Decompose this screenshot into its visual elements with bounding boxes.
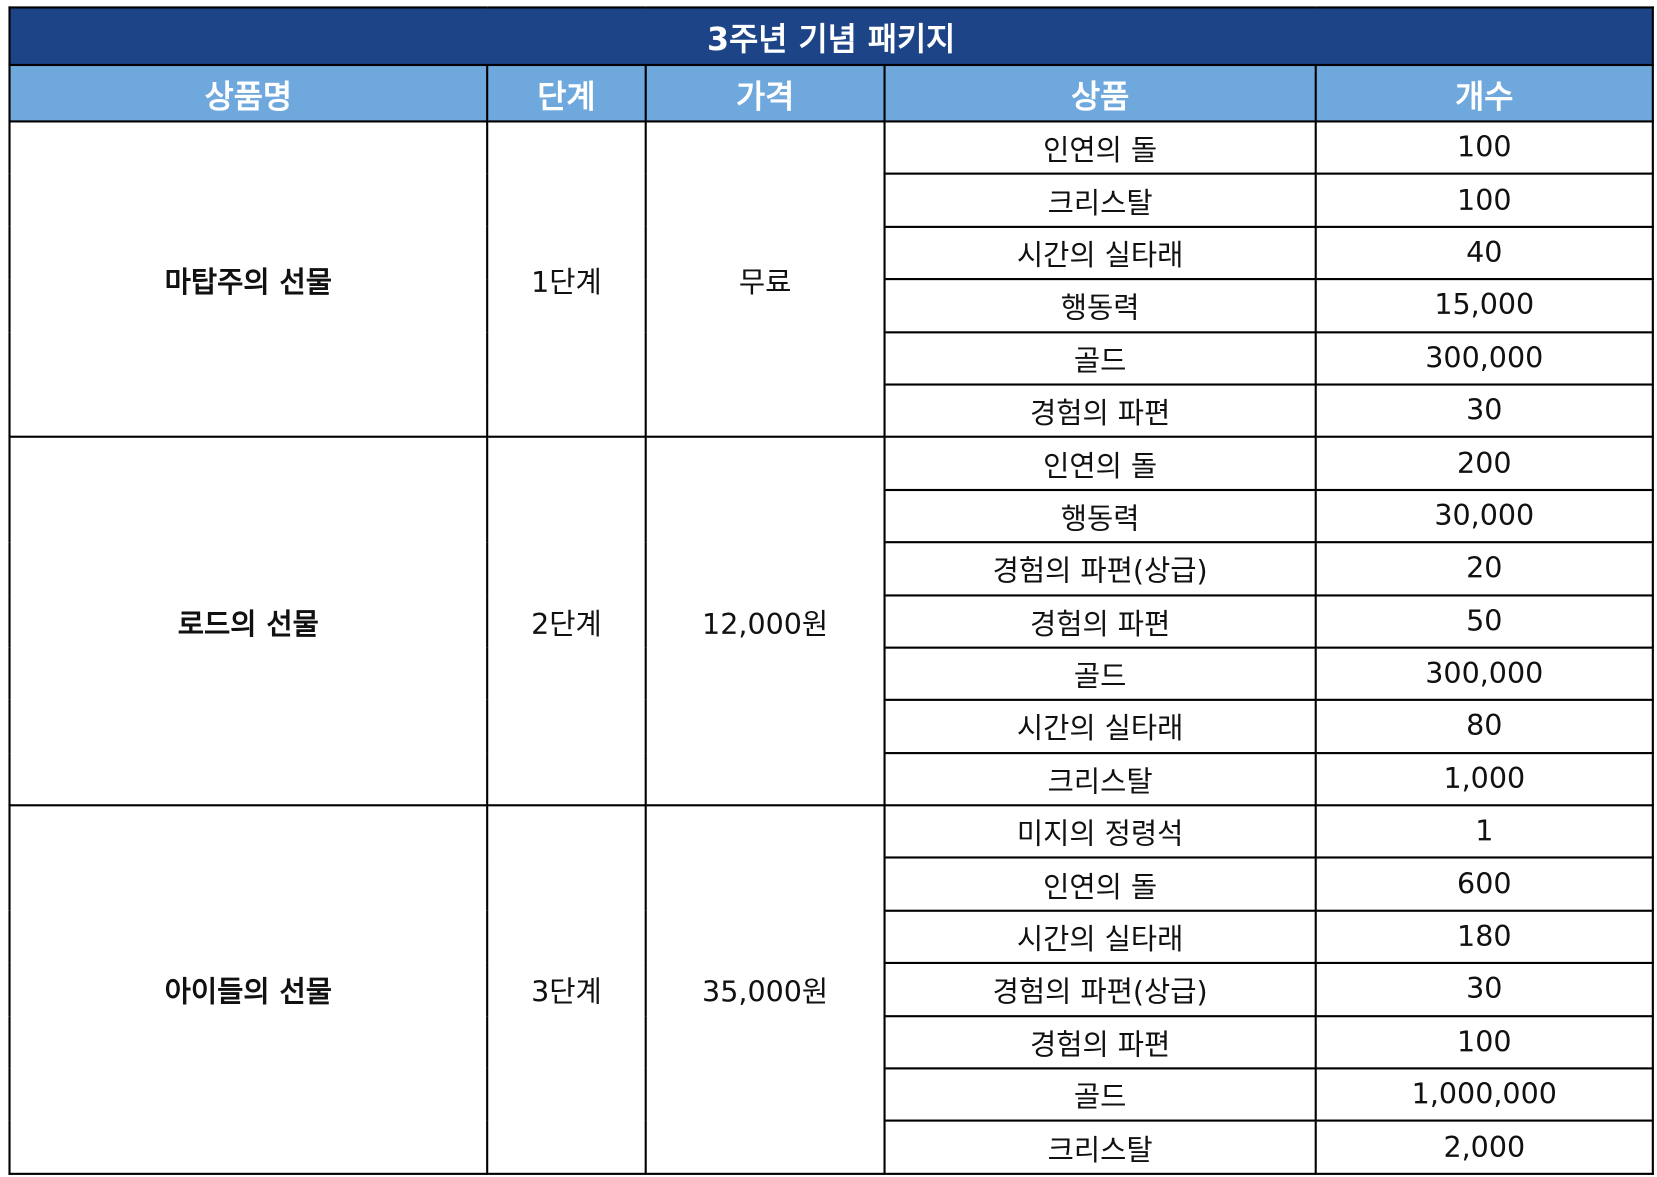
- package-price: 35,000원: [644, 804, 886, 1175]
- item-name: 골드: [883, 1067, 1317, 1123]
- package-price: 12,000원: [644, 436, 886, 807]
- table-row: 시간의 실타래 40: [10, 225, 1654, 281]
- item-name: 크리스탈: [883, 1119, 1317, 1175]
- item-name: 인연의 돌: [883, 120, 1317, 176]
- table-row: 경험의 파편 100: [10, 1014, 1654, 1070]
- item-count: 100: [1314, 120, 1654, 176]
- item-name: 인연의 돌: [883, 436, 1317, 491]
- item-count: 80: [1314, 699, 1654, 754]
- table-row: 경험의 파편 30: [10, 383, 1654, 439]
- table-row: 경험의 파편 50: [10, 593, 1654, 649]
- item-name: 골드: [883, 330, 1317, 386]
- item-count: 1,000,000: [1314, 1067, 1654, 1123]
- item-name: 크리스탈: [883, 172, 1317, 228]
- header-count: 개수: [1314, 63, 1654, 123]
- item-count: 30: [1314, 962, 1654, 1017]
- item-count: 20: [1314, 541, 1654, 597]
- item-count: 1,000: [1314, 751, 1654, 807]
- item-name: 경험의 파편: [883, 1014, 1317, 1070]
- header-price: 가격: [644, 63, 886, 123]
- item-count: 180: [1314, 909, 1654, 965]
- item-name: 시간의 실타래: [883, 909, 1317, 965]
- table-row: 골드 300,000: [10, 330, 1654, 386]
- header-item: 상품: [883, 63, 1317, 123]
- item-count: 2,000: [1314, 1119, 1654, 1175]
- table-row: 시간의 실타래 180: [10, 909, 1654, 965]
- item-name: 골드: [883, 646, 1317, 702]
- table-row: 크리스탈 1,000: [10, 751, 1654, 807]
- item-name: 경험의 파편(상급): [883, 541, 1317, 597]
- table-row: 행동력 30,000: [10, 488, 1654, 544]
- table-title: 3주년 기념 패키지: [8, 6, 1654, 67]
- table-row: 경험의 파편(상급) 20: [10, 541, 1654, 597]
- item-count: 30: [1314, 383, 1654, 439]
- item-count: 100: [1314, 1014, 1654, 1070]
- table-row: 골드 300,000: [10, 646, 1654, 702]
- item-count: 300,000: [1314, 646, 1654, 702]
- table-row: 아이들의 선물 3단계 35,000원 미지의 정령석 1: [8, 804, 1654, 1175]
- item-name: 미지의 정령석: [883, 804, 1317, 860]
- package-name: 아이들의 선물: [8, 804, 489, 1175]
- package-name: 마탑주의 선물: [8, 120, 489, 439]
- item-count: 600: [1314, 856, 1654, 912]
- table-row: 시간의 실타래 80: [10, 699, 1654, 754]
- item-count: 100: [1314, 172, 1654, 228]
- table-row: 골드 1,000,000: [10, 1067, 1654, 1123]
- item-name: 행동력: [883, 278, 1317, 333]
- table-row: 마탑주의 선물 1단계 무료 인연의 돌 100: [8, 120, 1654, 439]
- item-count: 30,000: [1314, 488, 1654, 544]
- table-row: 크리스탈 100: [10, 172, 1654, 228]
- item-count: 40: [1314, 225, 1654, 281]
- package-table: 3주년 기념 패키지 상품명 단계 가격 상품 개수 마탑주의 선물 1단계 무료 인…: [8, 6, 1654, 1175]
- package-stage: 1단계: [486, 120, 647, 439]
- table-row: 로드의 선물 2단계 12,000원 인연의 돌 200: [8, 436, 1654, 807]
- table-row: 경험의 파편(상급) 30: [10, 962, 1654, 1017]
- table-row: 인연의 돌 600: [10, 856, 1654, 912]
- item-name: 시간의 실타래: [883, 699, 1317, 754]
- item-name: 경험의 파편: [883, 383, 1317, 439]
- package-stage: 2단계: [486, 436, 647, 807]
- item-count: 200: [1314, 436, 1654, 491]
- item-count: 300,000: [1314, 330, 1654, 386]
- item-name: 경험의 파편(상급): [883, 962, 1317, 1017]
- header-name: 상품명: [8, 63, 489, 123]
- package-stage: 3단계: [486, 804, 647, 1175]
- item-name: 크리스탈: [883, 751, 1317, 807]
- item-count: 15,000: [1314, 278, 1654, 333]
- table-row: 크리스탈 2,000: [10, 1119, 1654, 1175]
- item-count: 50: [1314, 593, 1654, 649]
- table-row: 행동력 15,000: [10, 278, 1654, 333]
- package-name: 로드의 선물: [8, 436, 489, 807]
- item-name: 시간의 실타래: [883, 225, 1317, 281]
- item-name: 경험의 파편: [883, 593, 1317, 649]
- header-stage: 단계: [486, 63, 647, 123]
- item-count: 1: [1314, 804, 1654, 860]
- item-name: 행동력: [883, 488, 1317, 544]
- package-price: 무료: [644, 120, 886, 439]
- item-name: 인연의 돌: [883, 856, 1317, 912]
